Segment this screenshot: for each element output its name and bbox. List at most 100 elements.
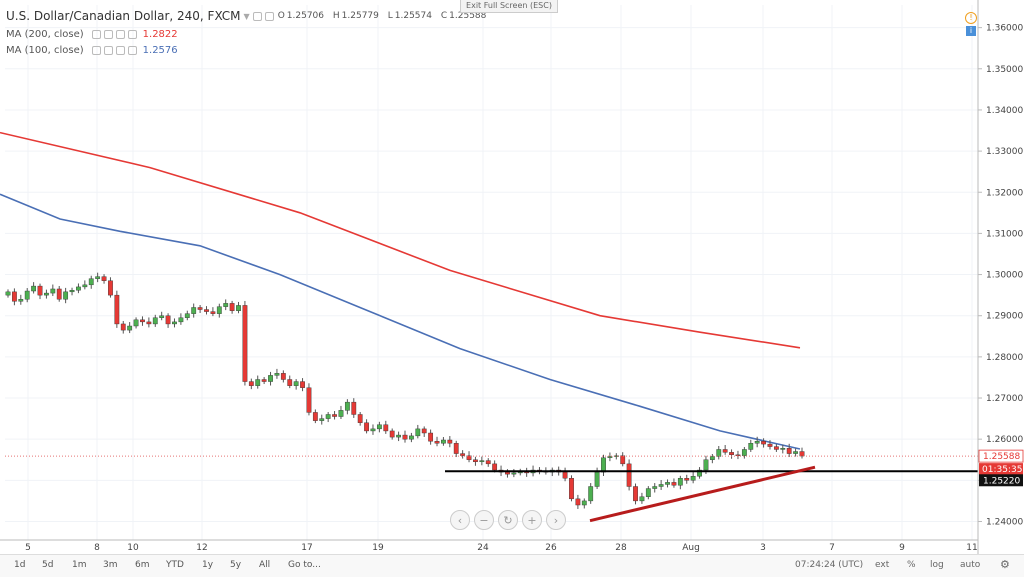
timeframe-3m[interactable]: 3m [103, 560, 118, 570]
auto-toggle[interactable]: auto [960, 560, 981, 570]
ma100-line [0, 193, 801, 450]
alert-icon[interactable]: ! [965, 12, 977, 24]
candle-body [581, 500, 587, 506]
info-icon[interactable]: i [966, 26, 976, 36]
candle-body [729, 452, 734, 456]
price-tick-label: 1.26000 [986, 435, 1023, 445]
timeframe-1m[interactable]: 1m [72, 560, 87, 570]
scroll-right-icon[interactable]: › [546, 510, 566, 530]
utc-clock: 07:24:24 (UTC) [795, 560, 864, 570]
candle-body [178, 317, 184, 323]
candle-body [376, 424, 382, 430]
exit-fullscreen-button[interactable]: Exit Full Screen (ESC) [460, 0, 558, 13]
timeframe-ytd[interactable]: YTD [166, 560, 184, 570]
close-icon[interactable] [115, 45, 125, 55]
timeframe-1y[interactable]: 1y [202, 560, 214, 570]
close-icon[interactable] [115, 29, 125, 39]
timeframe-6m[interactable]: 6m [135, 560, 150, 570]
candle-body [12, 291, 17, 302]
candle-body [56, 288, 62, 300]
time-tick-label: 8 [94, 543, 100, 553]
candle-body [306, 387, 312, 413]
indicator-ma200[interactable]: MA (200, close) 1.2822 [6, 26, 178, 42]
candle-body [216, 306, 222, 314]
countdown-tag [979, 463, 1023, 476]
ext-toggle[interactable]: ext [875, 560, 890, 570]
timeframe-all[interactable]: All [259, 560, 271, 570]
candle-body [357, 414, 363, 423]
more-icon[interactable] [127, 45, 137, 55]
settings-icon[interactable] [103, 45, 113, 55]
ohlc-values: O 1.25706 H 1.25779 L 1.25574 C 1.25588 [278, 11, 493, 21]
zoom-out-icon[interactable]: − [474, 510, 494, 530]
settings-icon[interactable] [264, 11, 274, 21]
log-toggle[interactable]: log [930, 560, 944, 570]
candle-body [767, 443, 773, 447]
candle-body [607, 456, 613, 458]
countdown-label: 01:35:35 [982, 465, 1022, 475]
chevron-down-icon[interactable]: ▼ [243, 11, 250, 21]
time-tick-label: 9 [899, 543, 905, 553]
candle-body [460, 453, 466, 456]
candle-body [319, 418, 325, 421]
candle-body [773, 446, 779, 450]
gear-icon[interactable]: ⚙ [1000, 558, 1010, 571]
candle-body [101, 276, 107, 281]
candle-body [754, 441, 760, 444]
goto-button[interactable]: Go to... [288, 560, 321, 570]
visibility-icon[interactable] [91, 29, 101, 39]
scroll-left-icon[interactable]: ‹ [450, 510, 470, 530]
candle-body [344, 401, 350, 411]
candle-body [120, 323, 126, 331]
timeframe-5d[interactable]: 5d [42, 560, 54, 570]
candles [5, 272, 805, 509]
candle-body [485, 460, 491, 465]
reset-icon[interactable]: ↻ [498, 510, 518, 530]
percent-toggle[interactable]: % [907, 560, 916, 570]
candle-body [300, 381, 305, 388]
timeframe-5y[interactable]: 5y [230, 560, 242, 570]
ma200-line [0, 131, 801, 349]
candle-body [364, 422, 369, 432]
price-tick-label: 1.35000 [986, 65, 1023, 75]
candle-body [146, 321, 152, 325]
candle-body [223, 303, 229, 307]
bottom-toolbar: 1d 5d 1m 3m 6m YTD 1y 5y All Go to... 07… [0, 554, 1024, 577]
candle-body [82, 284, 88, 288]
candle-body [229, 303, 235, 311]
candle-body [204, 309, 209, 312]
candle-body [261, 379, 267, 382]
candle-body [415, 428, 421, 437]
candle-body [293, 381, 299, 386]
candle-body [140, 319, 145, 323]
zoom-in-icon[interactable]: + [522, 510, 542, 530]
candle-body [626, 463, 632, 487]
indicator-ma100[interactable]: MA (100, close) 1.2576 [6, 42, 178, 58]
candle-body [594, 471, 600, 487]
candle-body [421, 428, 427, 434]
candle-body [287, 379, 293, 386]
candle-body [479, 460, 485, 463]
candle-body [76, 286, 81, 291]
time-tick-label: 24 [477, 543, 489, 553]
ma100-value: 1.2576 [142, 44, 178, 56]
settings-icon[interactable] [103, 29, 113, 39]
candle-body [434, 441, 440, 444]
candle-body [620, 455, 626, 465]
visibility-icon[interactable] [91, 45, 101, 55]
candle-body [658, 484, 664, 487]
more-icon[interactable] [127, 29, 137, 39]
close-value: 1.25588 [449, 11, 487, 21]
candle-body [236, 305, 241, 311]
candle-body [108, 280, 113, 296]
candle-body [441, 439, 446, 444]
candle-body [466, 455, 472, 460]
candle-body [562, 471, 568, 479]
timeframe-1d[interactable]: 1d [14, 560, 26, 570]
last-price-label: 1.25588 [983, 452, 1020, 462]
candle-body [172, 321, 177, 325]
time-tick-label: 12 [196, 543, 207, 553]
visibility-icon[interactable] [252, 11, 262, 21]
